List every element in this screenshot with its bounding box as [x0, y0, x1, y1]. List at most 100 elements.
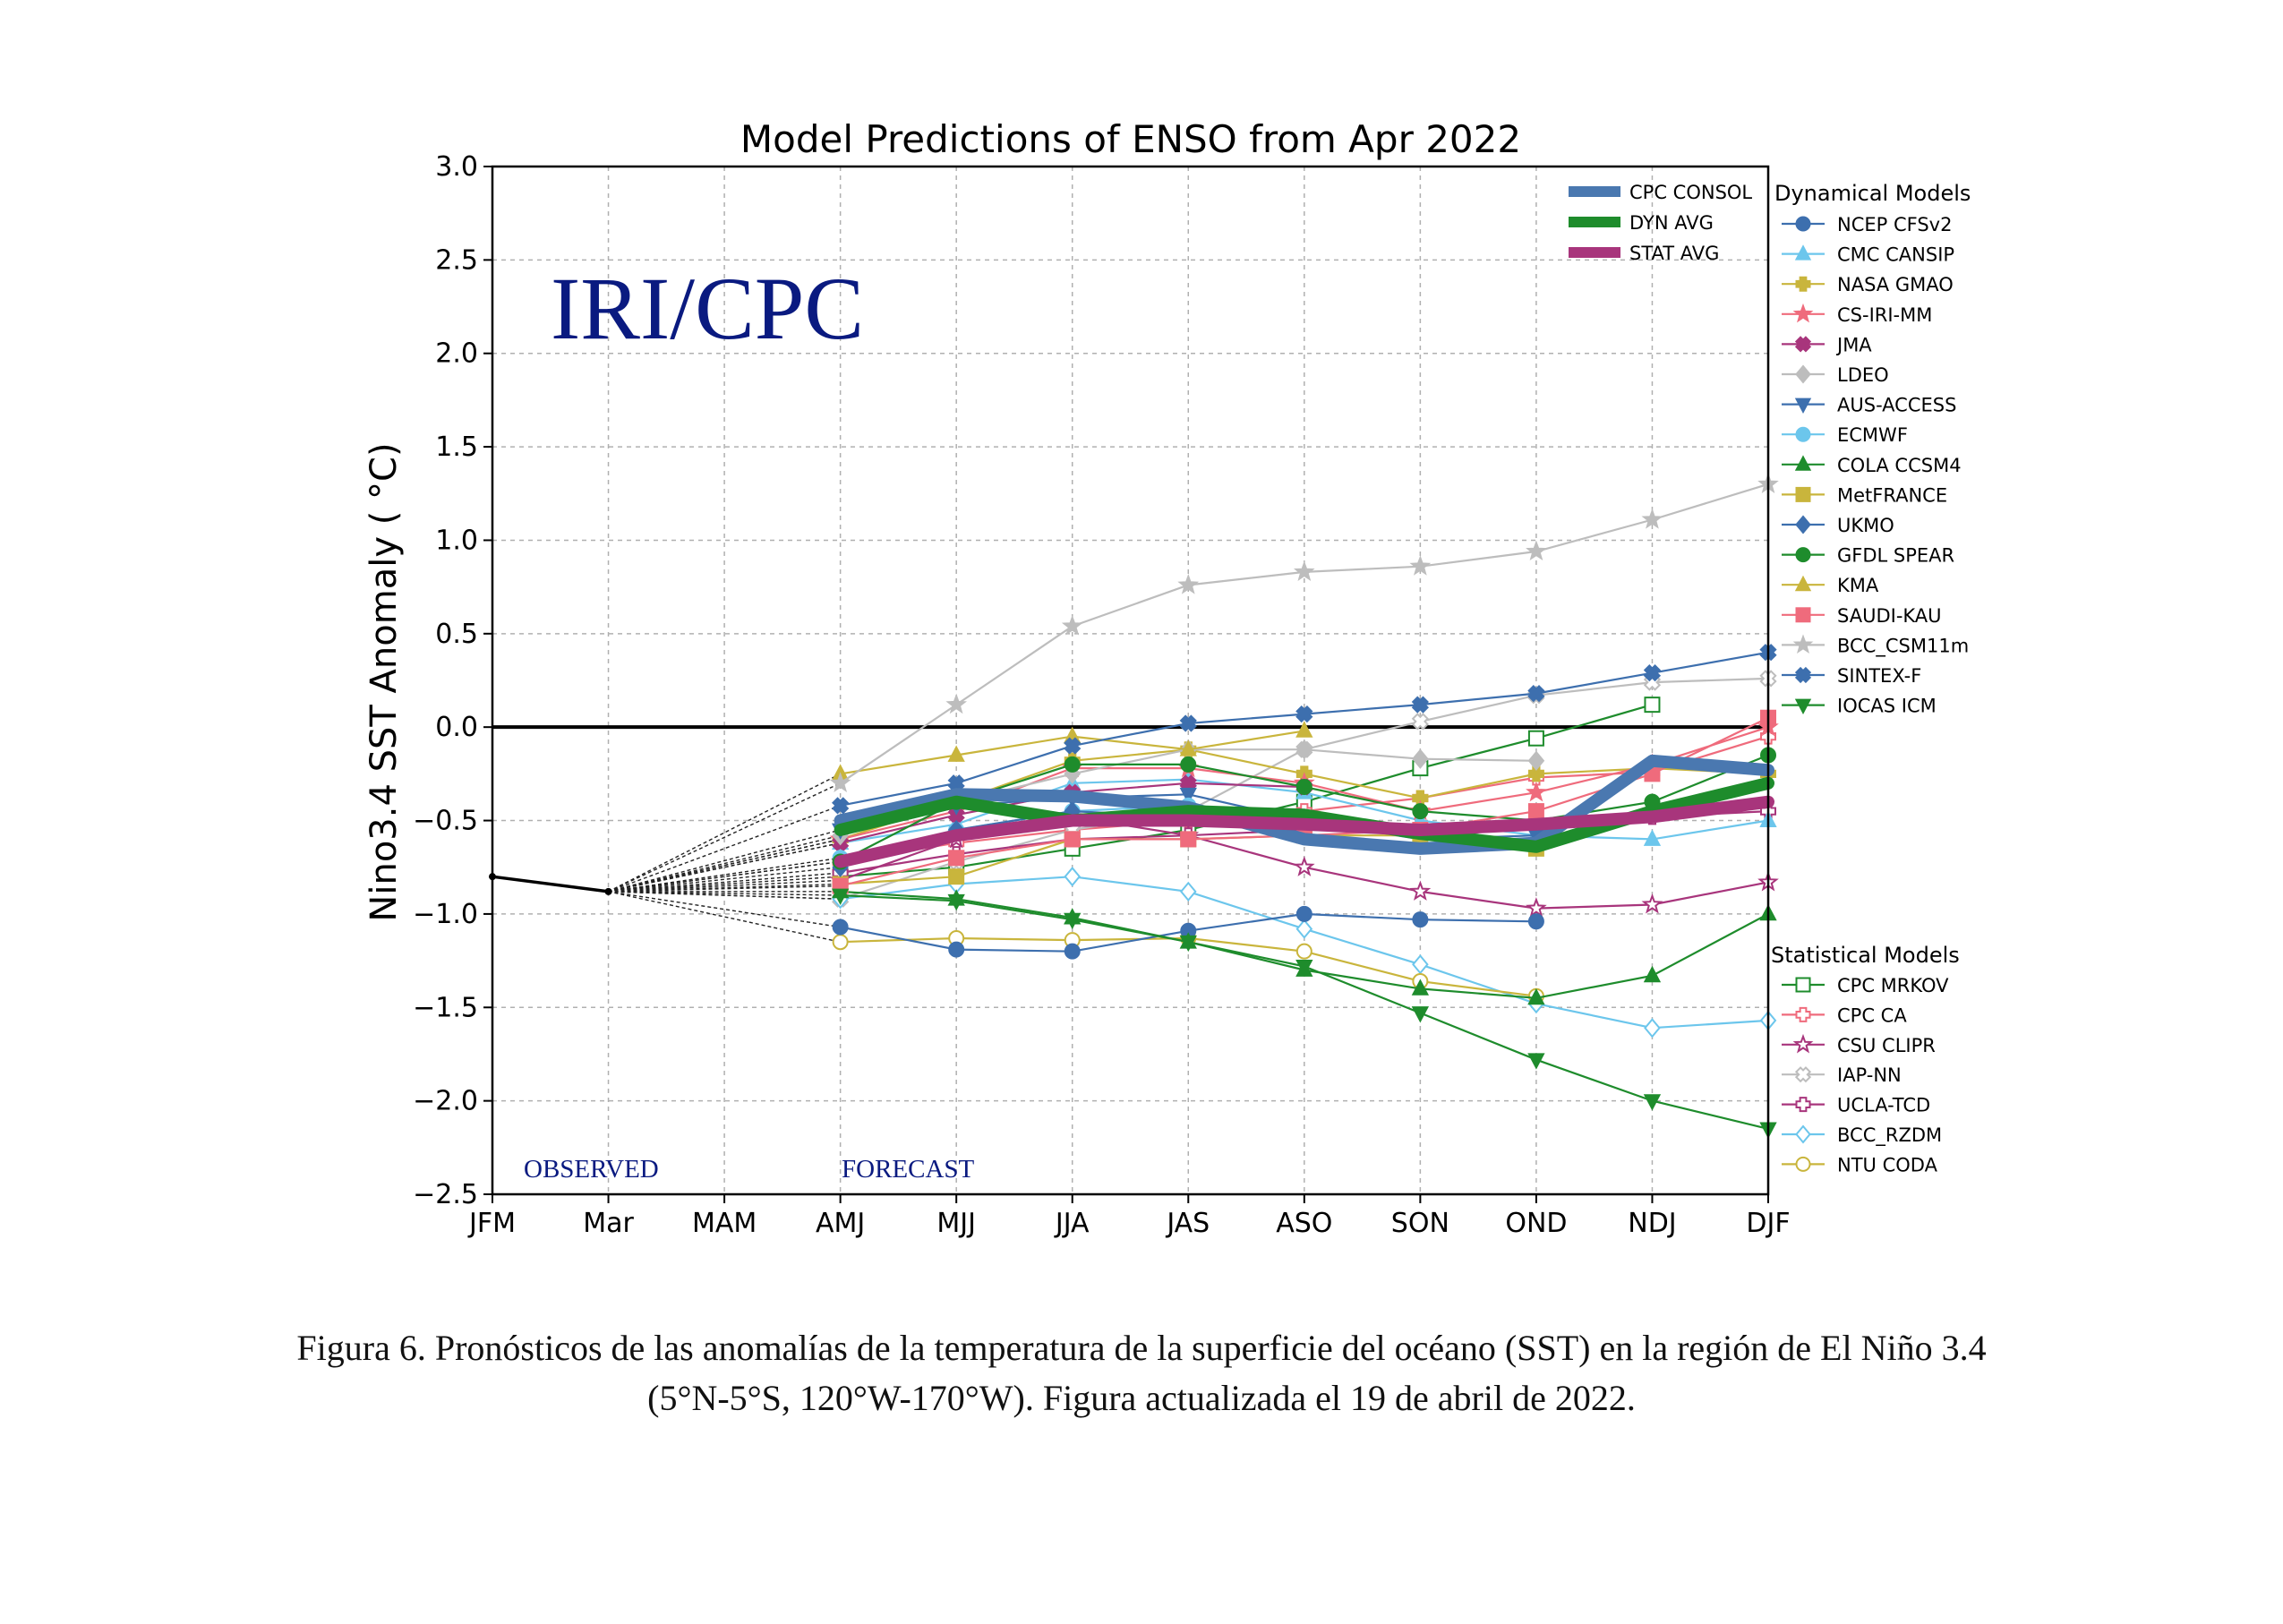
data-point: [829, 772, 851, 792]
data-point: [1644, 697, 1661, 714]
legend-label: MetFRANCE: [1837, 484, 1947, 506]
data-point: [1795, 977, 1811, 993]
x-tick-label: MJJ: [936, 1208, 976, 1239]
data-point: [1527, 750, 1545, 771]
data-point-shape: [1411, 713, 1429, 731]
y-tick-label: 2.5: [435, 244, 478, 276]
data-point: [1795, 1156, 1811, 1172]
data-point: [1795, 547, 1811, 563]
observed-label: OBSERVED: [524, 1155, 659, 1184]
data-point: [1409, 880, 1432, 901]
legend-label: AUS-ACCESS: [1837, 395, 1956, 416]
data-point-shape: [1794, 1066, 1812, 1083]
fan-line: [608, 829, 841, 893]
legend-item: IAP-NN: [1782, 1064, 1902, 1086]
data-point: [1794, 1066, 1812, 1083]
data-point: [1641, 893, 1663, 914]
data-point: [1411, 696, 1429, 714]
forecast-fan-lines: [608, 773, 841, 943]
legend-item: NASA GMAO: [1782, 274, 1954, 295]
legend-item: UKMO: [1782, 515, 1894, 536]
data-point: [1295, 705, 1313, 723]
data-point: [1293, 856, 1315, 876]
caption-line-1: Figura 6. Pronósticos de las anomalías d…: [296, 1328, 1987, 1368]
data-point: [1794, 698, 1812, 714]
x-tick-label: JJA: [1054, 1208, 1090, 1239]
legend-label: CPC CA: [1837, 1004, 1907, 1026]
legend-item: AUS-ACCESS: [1782, 395, 1956, 416]
x-tick-label: JFM: [467, 1208, 516, 1239]
data-point: [1795, 1006, 1811, 1022]
data-point: [1527, 1053, 1545, 1070]
fan-line: [608, 891, 841, 928]
data-point: [1179, 787, 1197, 805]
legend-label: STAT AVG: [1629, 243, 1719, 264]
data-point: [1794, 397, 1812, 414]
legend-item: LDEO: [1782, 364, 1889, 386]
data-point: [1527, 730, 1544, 747]
y-tick-label: 3.0: [435, 151, 478, 183]
data-point: [947, 893, 965, 911]
data-point: [1180, 756, 1197, 773]
legend-label: SAUDI-KAU: [1837, 605, 1942, 627]
data-point: [1526, 781, 1547, 802]
data-point: [1643, 664, 1662, 682]
data-point: [1295, 721, 1313, 738]
legend-item: CSU CLIPR: [1782, 1033, 1936, 1056]
data-point-shape: [1064, 737, 1082, 755]
data-point: [1295, 739, 1313, 760]
legend-label: IAP-NN: [1837, 1064, 1902, 1086]
caption-line-2: (5°N-5°S, 120°W-170°W). Figura actualiza…: [647, 1378, 1636, 1418]
legend-label: CMC CANSIP: [1837, 244, 1954, 266]
fan-line: [608, 891, 841, 900]
y-tick-label: −2.5: [413, 1179, 478, 1210]
chart-title: Model Predictions of ENSO from Apr 2022: [740, 117, 1521, 161]
data-point: [1527, 684, 1545, 703]
legend-label: SINTEX-F: [1837, 665, 1921, 687]
legend-label: CPC CONSOL: [1629, 182, 1752, 203]
y-tick-label: −1.5: [413, 992, 478, 1023]
legend-label: GFDL SPEAR: [1837, 545, 1954, 567]
data-point: [1411, 1006, 1430, 1023]
data-point: [1064, 867, 1082, 887]
legend-item: NTU CODA: [1782, 1154, 1938, 1175]
data-point: [1792, 303, 1814, 323]
legend-label: KMA: [1837, 575, 1879, 596]
legend-label: NCEP CFSv2: [1837, 214, 1952, 235]
x-tick-label: OND: [1505, 1208, 1567, 1239]
statistical-legend: CPC MRKOV CPC CA CSU CLIPR IAP-NN UCLA-TCD BC…: [1782, 975, 1949, 1175]
statistical-legend-title: Statistical Models: [1771, 943, 1960, 968]
legend-item: CPC CA: [1782, 1004, 1907, 1026]
data-point: [1792, 634, 1814, 654]
data-point: [1295, 943, 1313, 960]
observed-series: [489, 873, 612, 895]
data-point: [1412, 911, 1429, 928]
legend-item: COLA CCSM4: [1782, 455, 1962, 476]
average-series: [834, 754, 1774, 868]
data-point: [1795, 515, 1811, 534]
series-ncep-cfsv2: [832, 905, 1544, 960]
data-point: [1064, 943, 1081, 960]
data-point: [1412, 954, 1429, 975]
fan-line: [608, 885, 841, 893]
data-point: [1527, 987, 1545, 1005]
data-point: [1411, 979, 1430, 996]
avg-line-stat-avg: [834, 795, 1774, 868]
data-point: [1061, 615, 1083, 636]
avg-line-cpc-consol: [834, 754, 1774, 855]
data-point: [1179, 935, 1197, 953]
legend-label: NTU CODA: [1837, 1154, 1938, 1175]
data-point-shape: [1643, 664, 1662, 682]
data-point: [1295, 959, 1313, 977]
fan-line: [608, 782, 841, 893]
data-point: [1795, 607, 1811, 623]
y-tick-label: 2.0: [435, 338, 478, 370]
data-point-shape: [1411, 696, 1429, 714]
legend-item: CPC MRKOV: [1782, 975, 1949, 996]
x-tick-label: DJF: [1746, 1208, 1790, 1239]
plot-area: [491, 165, 1770, 1196]
data-point: [1795, 486, 1811, 502]
data-point: [1295, 919, 1313, 939]
data-point: [1795, 426, 1811, 442]
data-point: [1795, 1124, 1811, 1144]
